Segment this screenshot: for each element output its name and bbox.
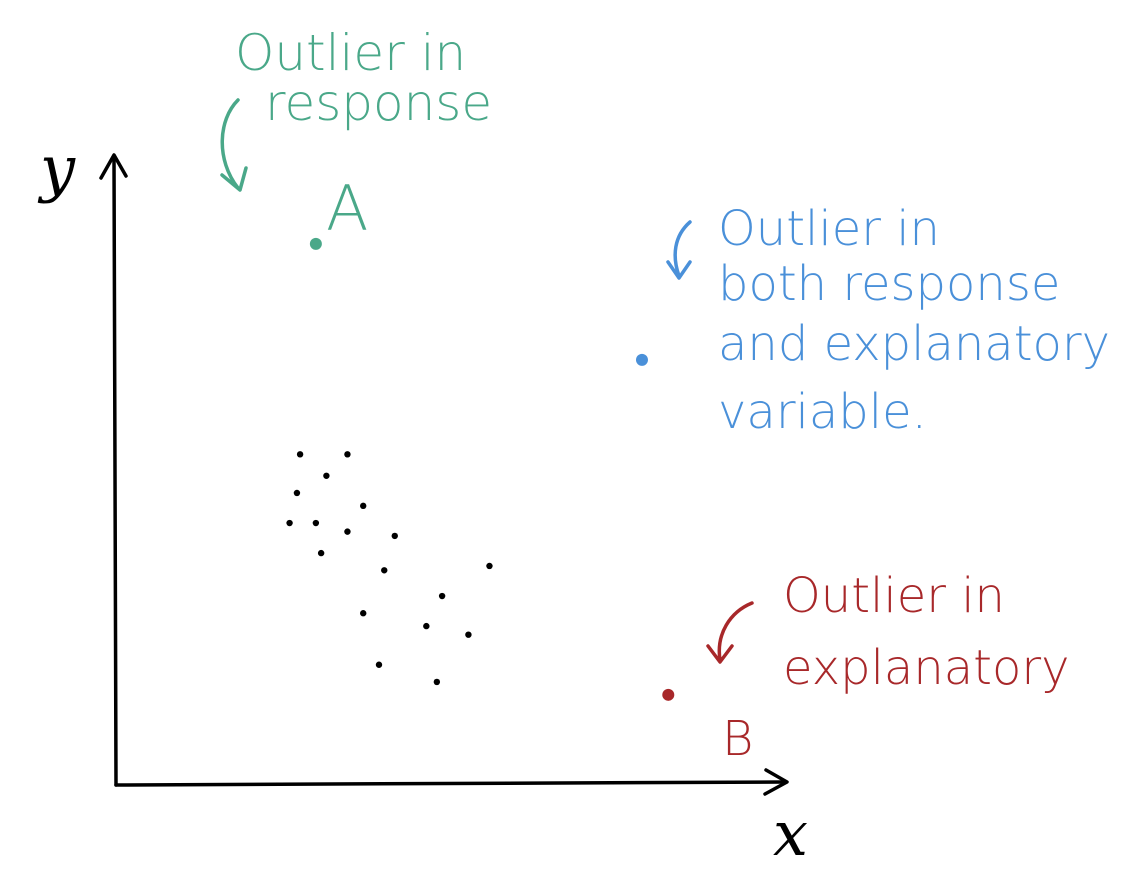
annotation-both-line1: Outlier in <box>718 201 940 257</box>
outlier-a-label: A <box>326 172 368 245</box>
cluster-point-3 <box>323 472 330 479</box>
cluster-point-10 <box>317 549 325 557</box>
cluster-point-8 <box>344 528 351 535</box>
annotation-outlier-response: Outlier in response A <box>220 24 492 245</box>
data-cluster <box>286 451 493 686</box>
y-axis-line <box>112 156 118 787</box>
annotation-both-line4: variable. <box>718 384 927 440</box>
annotation-both-line3: and explanatory <box>718 316 1110 372</box>
cluster-point-14 <box>360 610 367 617</box>
cluster-point-12 <box>438 592 446 600</box>
x-axis-arrowhead <box>763 768 789 796</box>
cluster-point-5 <box>360 502 367 510</box>
annotation-both-line2: both response <box>718 256 1060 312</box>
x-axis-line <box>114 780 786 787</box>
outlier-point-a <box>309 237 322 250</box>
cluster-point-9 <box>391 532 398 540</box>
outlier-points <box>309 237 675 701</box>
cluster-point-4 <box>293 489 301 497</box>
cluster-point-16 <box>465 631 472 638</box>
annotation-a-line2: response <box>265 74 492 132</box>
annotation-b-line1: Outlier in <box>783 568 1005 624</box>
x-axis-label: x <box>773 797 808 870</box>
outlier-point-b <box>662 688 675 701</box>
y-axis-arrowhead <box>99 153 128 180</box>
annotation-b-arrow <box>706 601 754 664</box>
cluster-point-17 <box>375 661 383 668</box>
outlier-point-both <box>635 353 648 366</box>
annotation-a-arrow <box>220 98 248 192</box>
axes <box>99 153 789 796</box>
cluster-point-2 <box>344 451 351 458</box>
y-axis-label: y <box>37 132 76 205</box>
cluster-point-1 <box>296 451 304 458</box>
cluster-point-11 <box>381 567 388 574</box>
cluster-point-6 <box>286 519 293 527</box>
annotation-outlier-both: Outlier in both response and explanatory… <box>666 201 1110 440</box>
annotation-a-line1: Outlier in <box>235 24 466 82</box>
cluster-point-7 <box>312 519 320 527</box>
cluster-point-18 <box>433 678 441 686</box>
cluster-point-15 <box>423 622 430 630</box>
annotation-both-arrow <box>666 220 692 280</box>
annotation-b-line2: explanatory <box>783 640 1069 696</box>
outlier-b-label: B <box>722 711 753 767</box>
cluster-point-13 <box>486 562 493 570</box>
annotation-outlier-explanatory: Outlier in explanatory B <box>706 568 1069 767</box>
